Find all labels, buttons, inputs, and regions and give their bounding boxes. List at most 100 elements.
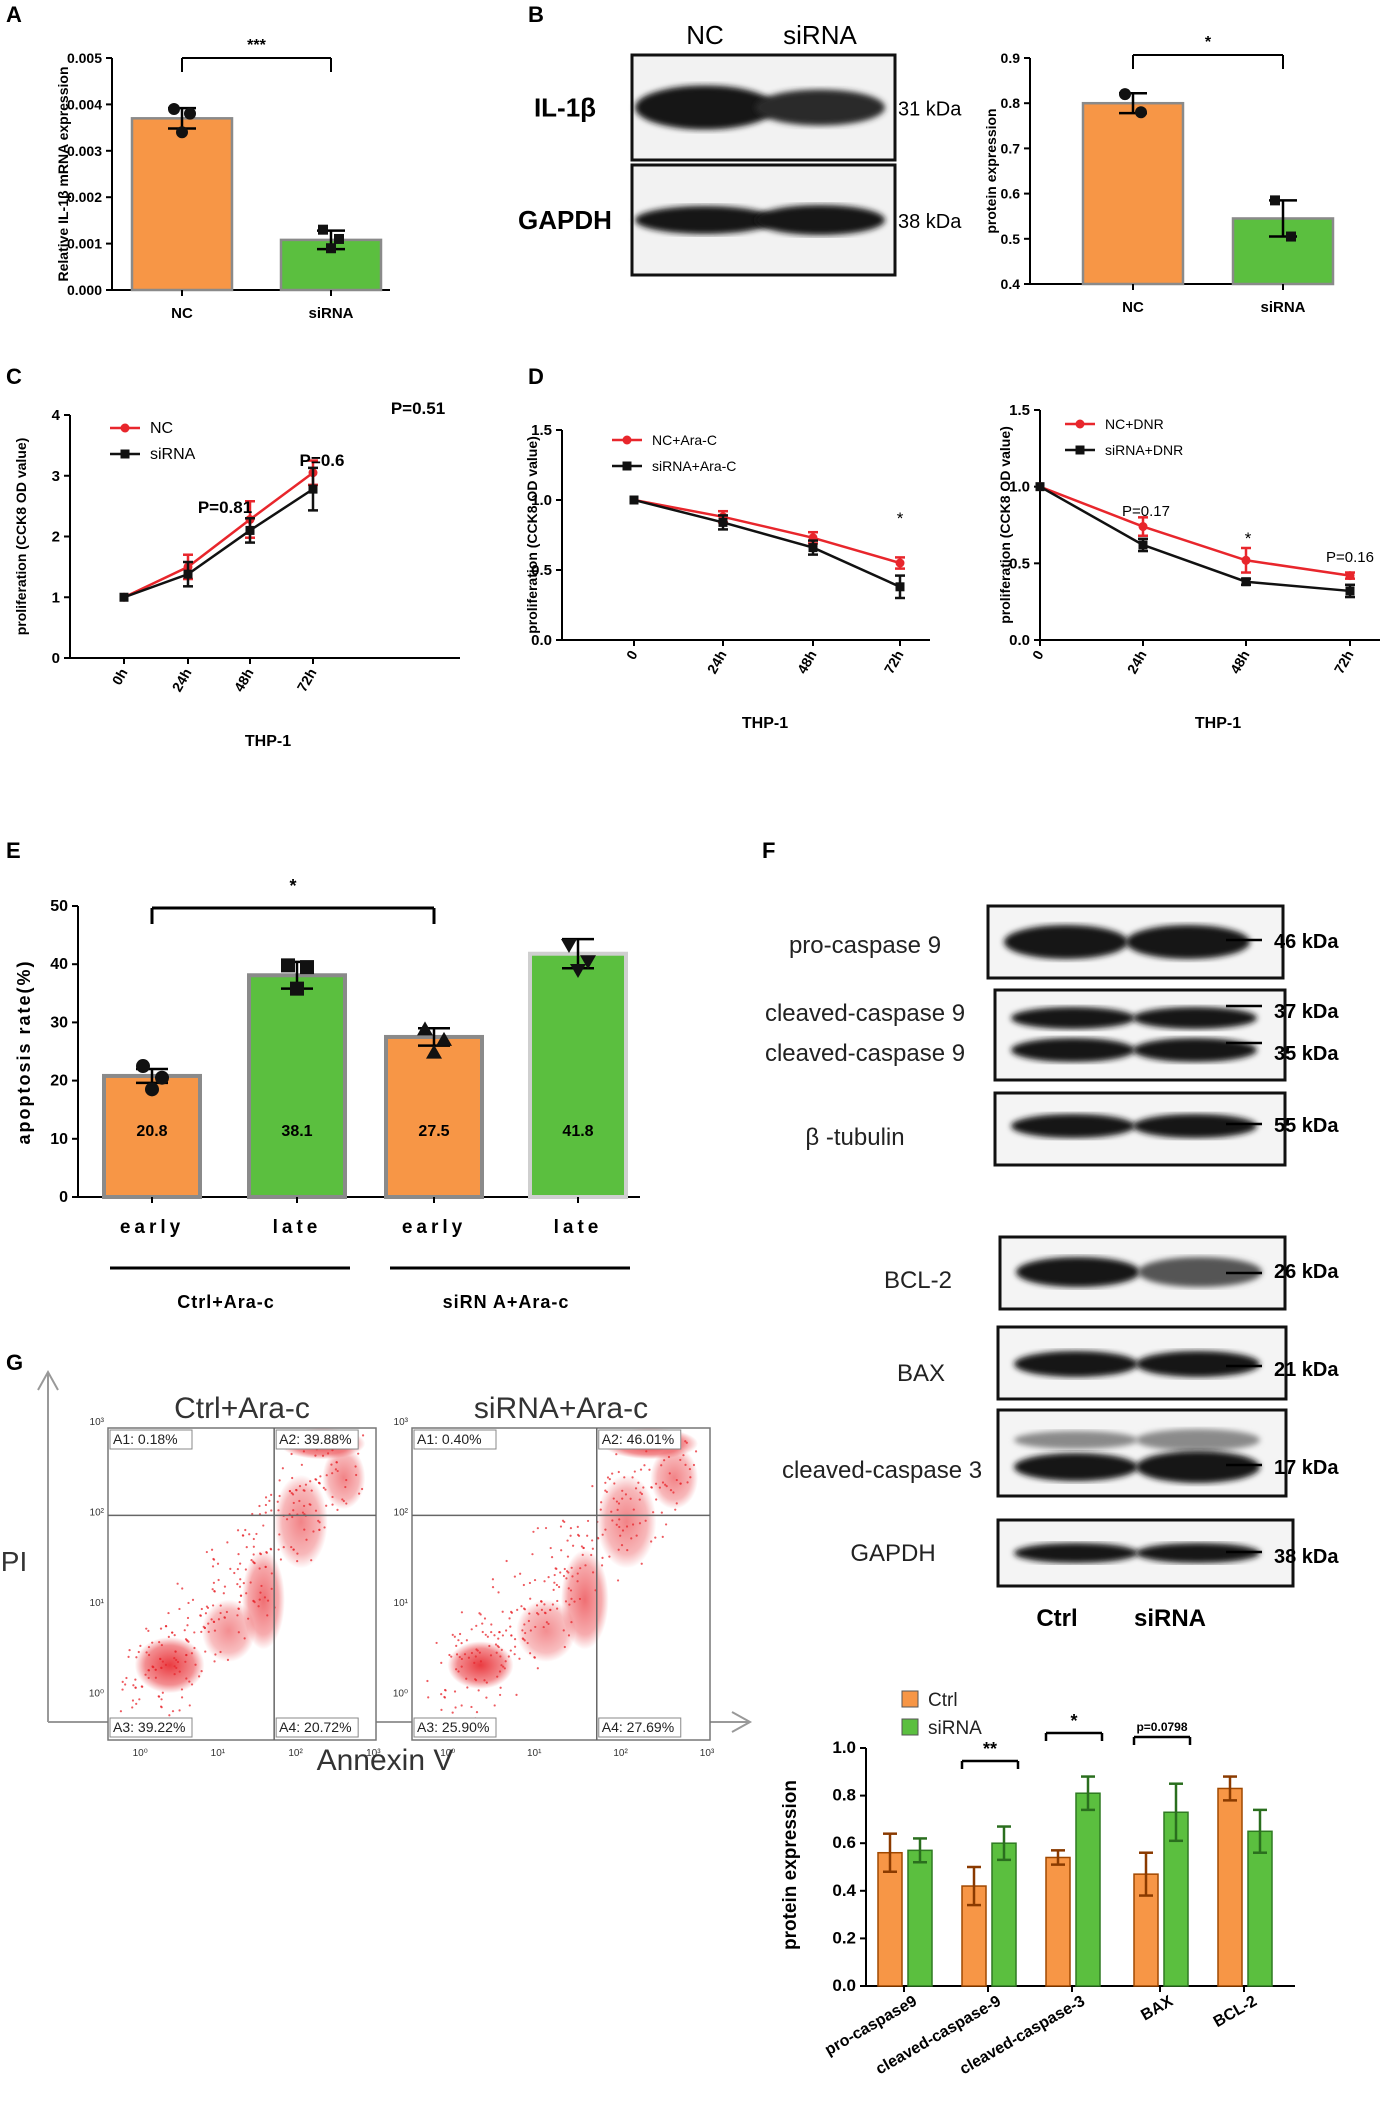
event-dot [573, 1600, 576, 1603]
event-dot [355, 1473, 358, 1477]
event-dot [491, 1578, 495, 1581]
event-dot [264, 1511, 267, 1514]
event-dot [631, 1476, 634, 1479]
event-dot [269, 1547, 272, 1550]
event-dot [460, 1657, 463, 1661]
event-dot [533, 1656, 536, 1659]
x-tick-label: BCL-2 [1211, 1993, 1260, 2031]
event-dot [644, 1519, 647, 1522]
event-dot [298, 1499, 301, 1503]
event-dot [245, 1545, 248, 1549]
significance-label: p=0.0798 [1136, 1720, 1187, 1734]
x-tick-label: siRNA [1260, 299, 1305, 316]
bar-late [247, 973, 347, 1199]
event-dot [259, 1591, 262, 1594]
event-dot [586, 1519, 590, 1523]
data-point [417, 1021, 433, 1036]
y-tick-label: 0.7 [1001, 140, 1021, 156]
quadrant-label: A4: 27.69% [602, 1719, 674, 1735]
event-dot [475, 1711, 479, 1714]
event-dot [204, 1612, 208, 1615]
event-dot [637, 1481, 640, 1484]
event-dot [216, 1562, 220, 1565]
flow-plot-title: Ctrl+Ara-c [174, 1392, 310, 1425]
x-tick-label: 48h [1227, 648, 1253, 677]
event-density [596, 1474, 657, 1569]
event-dot [581, 1553, 584, 1556]
event-dot [534, 1625, 537, 1629]
event-dot [497, 1645, 500, 1649]
event-dot [270, 1572, 273, 1575]
event-dot [134, 1686, 137, 1689]
event-dot [361, 1434, 365, 1437]
event-dot [207, 1622, 210, 1625]
event-dot [213, 1660, 216, 1663]
event-dot [674, 1508, 677, 1511]
flow-plot-title: siRNA+Ara-c [474, 1392, 648, 1425]
panel-letter-C: C [6, 364, 22, 389]
event-dot [504, 1660, 507, 1663]
chart-D2: 0.0 0.5 1.0 1.5 proliferation (CCK8 OD value… [997, 402, 1380, 732]
event-dot [440, 1708, 443, 1711]
event-dot [679, 1482, 682, 1485]
blot-row-label: cleaved-caspase 9 [765, 1040, 965, 1067]
event-dot [186, 1616, 190, 1620]
event-dot [466, 1686, 469, 1689]
x-tick-label: late [273, 1217, 322, 1238]
event-dot [180, 1696, 184, 1699]
event-dot [164, 1663, 168, 1666]
event-dot [478, 1612, 481, 1615]
event-dot [427, 1696, 430, 1699]
event-dot [237, 1607, 240, 1611]
event-dot [536, 1667, 539, 1670]
event-dot [257, 1605, 260, 1608]
blot-row-label: β -tubulin [805, 1124, 904, 1151]
x-tick-label: NC [171, 305, 193, 322]
event-dot [341, 1498, 344, 1501]
event-dot [485, 1696, 488, 1699]
legend-label: NC+Ara-C [652, 432, 717, 448]
event-dot [223, 1616, 226, 1619]
y-tick-label: 1.5 [531, 422, 552, 439]
y-tick-label: 50 [50, 898, 68, 915]
event-dot [547, 1622, 550, 1626]
event-dot [467, 1656, 471, 1659]
event-dot [661, 1481, 665, 1484]
event-dot [553, 1581, 556, 1584]
event-dot [568, 1603, 571, 1606]
event-dot [173, 1634, 176, 1637]
quadrant-label-box [598, 1429, 682, 1450]
event-dot [443, 1696, 447, 1699]
event-dot [455, 1653, 459, 1656]
event-dot [608, 1555, 611, 1558]
event-dot [331, 1449, 334, 1452]
data-point [183, 569, 193, 579]
event-dot [499, 1686, 502, 1689]
event-dot [119, 1710, 123, 1713]
event-dot [219, 1604, 222, 1607]
legend-marker [622, 435, 632, 445]
axis-arrow [731, 1711, 753, 1733]
event-dot [563, 1520, 566, 1524]
event-dot [190, 1652, 194, 1655]
event-dot [302, 1489, 305, 1492]
event-dot [247, 1617, 250, 1620]
event-dot [151, 1641, 154, 1644]
event-dot [244, 1528, 247, 1532]
event-dot [569, 1589, 573, 1592]
event-density [274, 1474, 328, 1569]
event-dot [640, 1562, 643, 1565]
data-point [318, 224, 328, 235]
quadrant-label: A3: 39.22% [113, 1719, 185, 1735]
event-dot [139, 1644, 142, 1648]
event-dot [187, 1640, 190, 1643]
event-dot [212, 1620, 215, 1623]
event-dot [605, 1490, 608, 1494]
event-density [134, 1637, 205, 1694]
event-dot [617, 1470, 620, 1474]
blot-column-label: Ctrl [1036, 1605, 1077, 1632]
event-dot [255, 1532, 258, 1536]
y-tick-label: 0.6 [1001, 186, 1021, 202]
